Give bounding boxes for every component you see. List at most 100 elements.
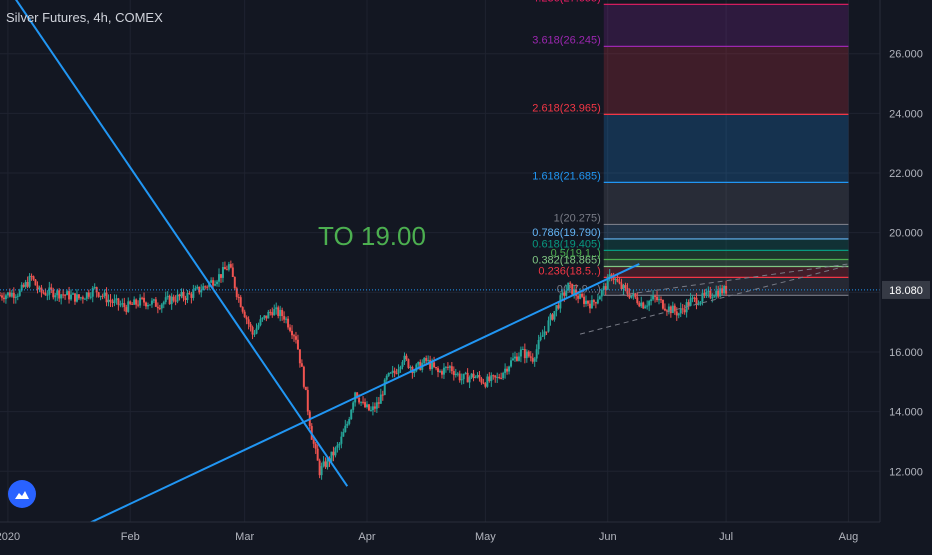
candle-body — [455, 374, 457, 375]
candle-body — [289, 327, 291, 330]
candle-body — [248, 319, 250, 324]
candle-body — [167, 296, 169, 297]
candle-body — [145, 303, 147, 307]
candle-body — [171, 297, 173, 304]
candle-body — [660, 299, 662, 300]
candle-body — [25, 282, 27, 287]
candle-body — [409, 367, 411, 368]
candle-body — [196, 287, 198, 288]
candle-body — [364, 402, 366, 407]
candle-body — [319, 461, 321, 476]
candle-body — [423, 358, 425, 363]
candle-body — [569, 283, 571, 284]
candle-body — [323, 461, 325, 466]
candle-body — [514, 357, 516, 359]
candle-body — [88, 293, 90, 297]
candle-body — [68, 291, 70, 299]
candle-body — [321, 466, 323, 475]
candle-body — [216, 282, 218, 284]
candle-body — [117, 298, 119, 304]
candle-body — [680, 308, 682, 313]
candle-body — [108, 300, 110, 302]
candle-body — [636, 297, 638, 303]
candle-body — [305, 387, 307, 390]
candle-body — [622, 285, 624, 289]
candle-body — [31, 276, 33, 277]
candle-body — [644, 306, 646, 308]
candle-body — [86, 293, 88, 299]
candle-body — [175, 301, 177, 302]
candle-body — [567, 283, 569, 291]
candle-body — [490, 375, 492, 381]
candle-body — [546, 332, 548, 333]
candle-body — [92, 288, 94, 297]
candle-body — [549, 314, 551, 320]
candle-body — [417, 362, 419, 365]
candle-body — [291, 331, 293, 335]
candle-body — [242, 307, 244, 312]
candle-body — [585, 301, 587, 304]
candle-body — [656, 297, 658, 300]
y-tick-label: 14.000 — [889, 407, 923, 419]
candle-body — [100, 296, 102, 297]
candle-body — [315, 444, 317, 449]
candle-body — [149, 305, 151, 306]
candle-body — [350, 410, 352, 419]
candle-body — [368, 404, 370, 410]
x-tick-label: Jun — [599, 531, 617, 543]
candle-body — [478, 375, 480, 378]
candle-body — [425, 358, 427, 361]
candle-body — [386, 376, 388, 380]
candle-body — [619, 282, 621, 284]
candle-body — [638, 303, 640, 306]
candle-body — [135, 299, 137, 304]
candle-body — [512, 358, 514, 360]
candle-body — [682, 308, 684, 309]
candle-body — [218, 274, 220, 282]
candle-body — [646, 306, 648, 307]
candle-body — [538, 340, 540, 349]
candle-body — [467, 373, 469, 383]
candle-body — [125, 307, 127, 312]
candle-body — [484, 383, 486, 386]
x-tick-label: Jul — [719, 531, 733, 543]
candle-body — [703, 293, 705, 294]
chart-title: Silver Futures, 4h, COMEX — [6, 10, 163, 25]
tradingview-cloud-icon[interactable] — [8, 480, 36, 508]
candle-body — [352, 402, 354, 409]
fibonacci-extension[interactable]: 0(17.9...)0.236(18.5..)0.382(18.865)0.5(… — [532, 0, 848, 295]
candle-body — [435, 367, 437, 368]
candle-body — [516, 357, 518, 361]
candle-body — [109, 300, 111, 302]
candle-body — [269, 312, 271, 313]
candle-body — [553, 311, 555, 320]
candle-body — [601, 290, 603, 296]
candle-body — [244, 312, 246, 318]
candle-body — [392, 371, 394, 373]
candle-body — [459, 374, 461, 381]
price-target-annotation: TO 19.00 — [318, 221, 426, 251]
candle-body — [169, 296, 171, 304]
candle-body — [36, 285, 38, 289]
candle-body — [56, 290, 58, 295]
candle-body — [482, 383, 484, 384]
candle-body — [524, 349, 526, 358]
candle-body — [492, 375, 494, 376]
candle-body — [563, 293, 565, 296]
fib-band — [604, 260, 849, 267]
candle-body — [711, 297, 713, 298]
candle-body — [589, 304, 591, 309]
candle-body — [613, 278, 615, 280]
fib-level-label: 3.618(26.245) — [532, 34, 601, 46]
candle-body — [378, 402, 380, 403]
candle-body — [78, 294, 80, 298]
candle-body — [471, 374, 473, 377]
fib-band — [604, 239, 849, 250]
candle-body — [52, 290, 54, 298]
candle-body — [366, 404, 368, 407]
candle-body — [190, 294, 192, 298]
candle-body — [658, 299, 660, 300]
candle-body — [595, 302, 597, 303]
candle-body — [155, 299, 157, 306]
